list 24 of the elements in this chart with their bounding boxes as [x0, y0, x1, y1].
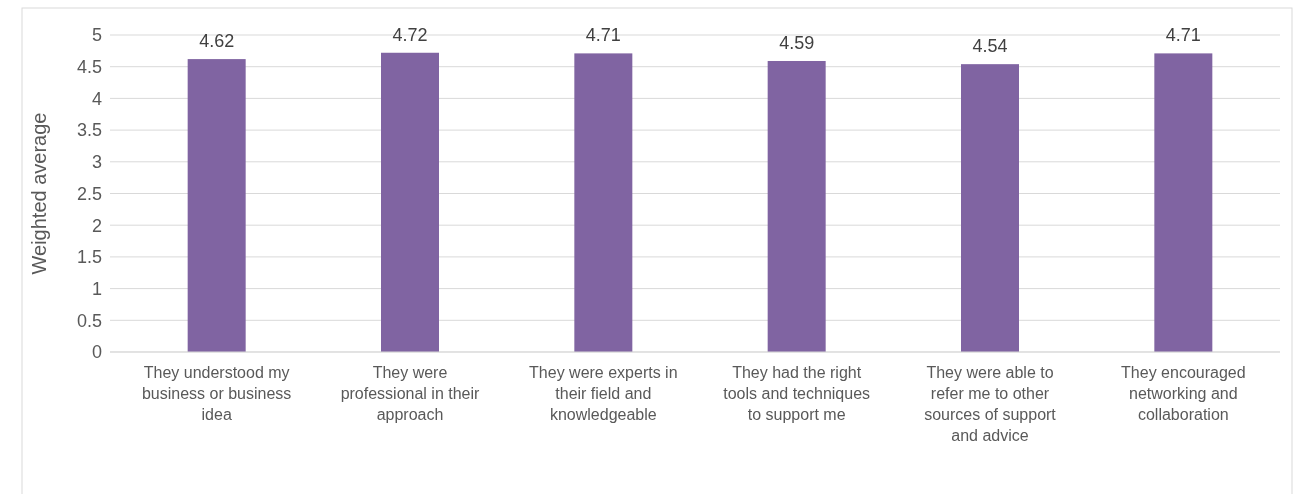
data-label: 4.71	[585, 25, 621, 46]
x-tick-label: They had the right tools and techniques to support me	[723, 364, 871, 423]
y-tick-label: 1	[91, 278, 102, 299]
x-tick-label: They were professional in their approach	[340, 364, 481, 423]
y-tick-label: 4.5	[76, 57, 102, 77]
y-axis-title: Weighted average	[28, 112, 50, 275]
data-label: 4.59	[779, 32, 815, 53]
y-tick-label: 4	[91, 88, 102, 109]
y-tick-label: 0.5	[76, 310, 102, 331]
data-label: 4.72	[392, 24, 428, 45]
y-tick-label: 3.5	[76, 120, 102, 141]
y-tick-label: 0	[91, 342, 102, 363]
x-tick-label: They understood my business or business idea	[141, 364, 292, 423]
y-tick-label: 5	[91, 25, 102, 46]
data-label: 4.54	[972, 36, 1008, 57]
x-tick-label: They were able to refer me to other sources of support and advice	[924, 364, 1057, 444]
x-tick-label: They encouraged networking and collaboration	[1121, 364, 1246, 423]
y-tick-label: 3	[91, 152, 102, 173]
data-label: 4.71	[1165, 25, 1201, 46]
data-label: 4.62	[199, 31, 235, 52]
y-tick-label: 2	[91, 215, 102, 236]
y-tick-label: 1.5	[76, 247, 102, 268]
y-tick-label: 2.5	[76, 183, 102, 204]
x-tick-label: They were experts in their field and knowledgeable	[529, 364, 678, 423]
